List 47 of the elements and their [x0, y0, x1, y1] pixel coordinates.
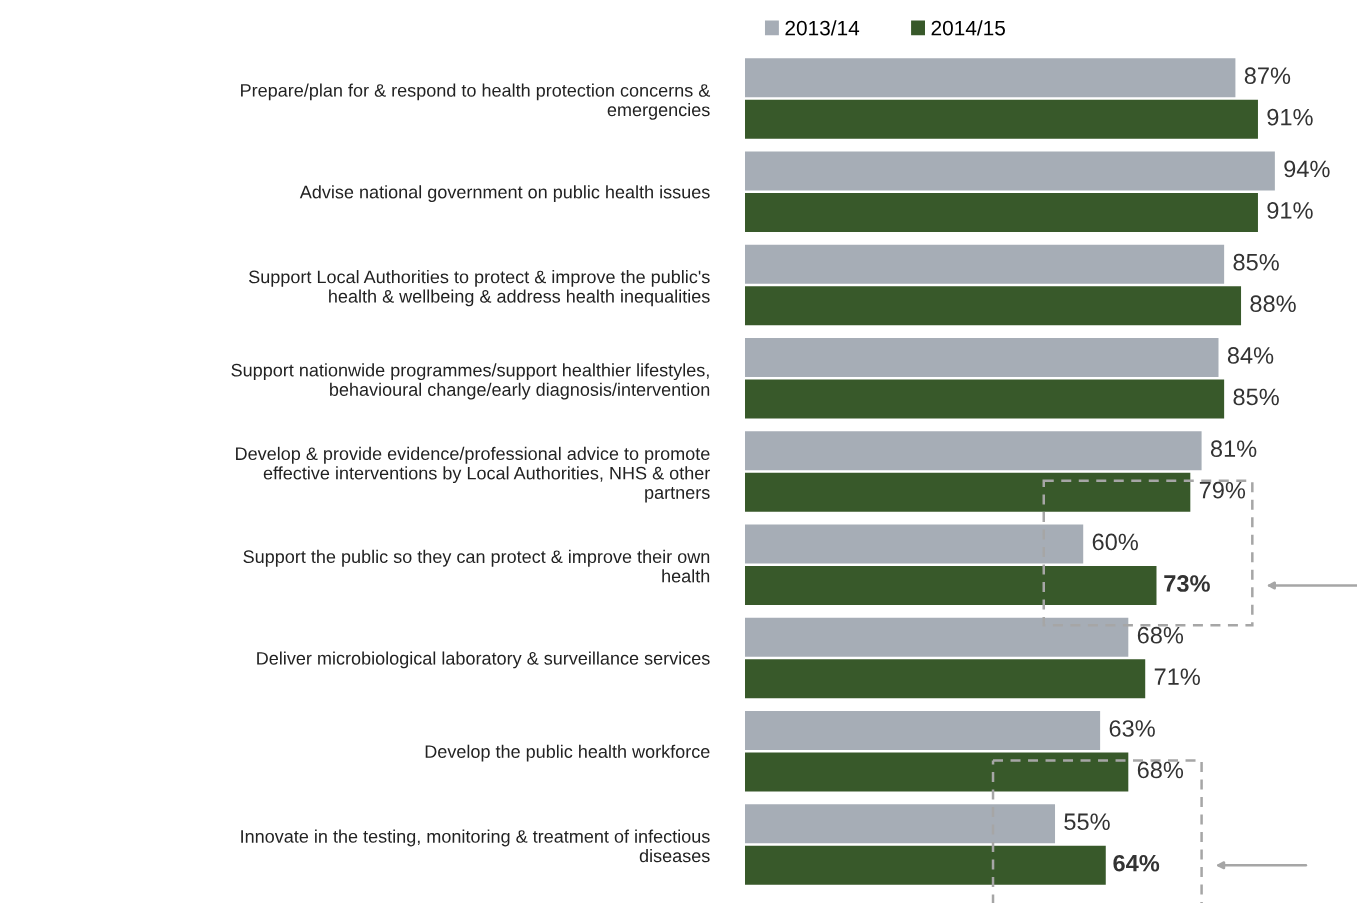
data-label: 68% [1137, 761, 1184, 779]
bar [745, 58, 1236, 98]
bar [745, 710, 1101, 751]
data-label: 85% [1233, 388, 1279, 406]
data-label: 81% [1210, 440, 1257, 458]
bar [745, 617, 1129, 657]
y-tick-label: Prepare/plan for & respond to health protection concerns & emergencies [241, 83, 711, 120]
y-tick-label: Advise national government on public health issues [299, 185, 710, 203]
data-label: 85% [1233, 253, 1279, 271]
data-label: 71% [1154, 668, 1200, 685]
data-label: 94% [1284, 160, 1330, 178]
data-label: 60% [1092, 533, 1138, 551]
y-tick-label: Develop & provide evidence/professional advice to promote effective interventions by Local Authorities, NHS & other partners [236, 446, 710, 503]
bar [745, 524, 1084, 564]
bar [745, 659, 1146, 699]
annotation: 64% [1113, 854, 1160, 872]
y-tick-label: Support Local Authorities to protect & improve the public's health & wellbeing & address health inequalities [249, 270, 710, 307]
data-label: 91% [1267, 202, 1313, 219]
data-label: 79% [1199, 481, 1246, 499]
y-tick-label: Develop the public health workforce [425, 744, 710, 762]
y-tick-label: Innovate in the testing, monitoring & treatment of infectious diseases [241, 829, 710, 863]
bar [745, 845, 1106, 885]
data-label: 63% [1109, 720, 1155, 737]
data-label: 88% [1250, 295, 1296, 313]
legend-label: 2013/14 [785, 20, 860, 36]
y-tick-label: Support nationwide programmes/support healthier lifestyles, behavioural change/early diagnosis/intervention [231, 363, 710, 400]
data-label: 87% [1244, 67, 1291, 85]
bar [745, 472, 1191, 512]
bar [745, 286, 1242, 326]
bar [745, 752, 1129, 792]
data-label: 91% [1267, 108, 1313, 126]
bar [745, 244, 1225, 284]
y-tick-label: Deliver microbiological laboratory & surveillance services [257, 651, 710, 669]
annotation: 73% [1164, 575, 1210, 592]
bar [745, 99, 1258, 139]
bar [745, 379, 1225, 419]
data-label: 55% [1064, 813, 1110, 831]
legend-label: 2014/15 [931, 20, 1005, 36]
bar [745, 151, 1275, 191]
data-label: 68% [1137, 626, 1184, 644]
data-label: 84% [1227, 347, 1274, 364]
y-tick-label: Support the public so they can protect & improve their own health [243, 549, 710, 583]
bar [745, 337, 1219, 378]
bar [745, 804, 1056, 844]
bar [745, 565, 1157, 606]
bar [745, 431, 1202, 471]
bar [745, 192, 1258, 233]
